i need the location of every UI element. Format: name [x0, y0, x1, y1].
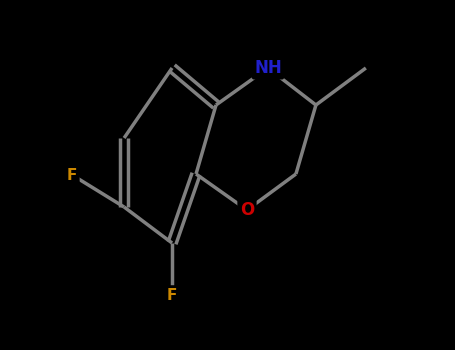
Text: F: F: [167, 287, 177, 302]
Text: O: O: [240, 201, 254, 219]
Text: NH: NH: [254, 59, 282, 77]
Text: F: F: [67, 168, 77, 182]
